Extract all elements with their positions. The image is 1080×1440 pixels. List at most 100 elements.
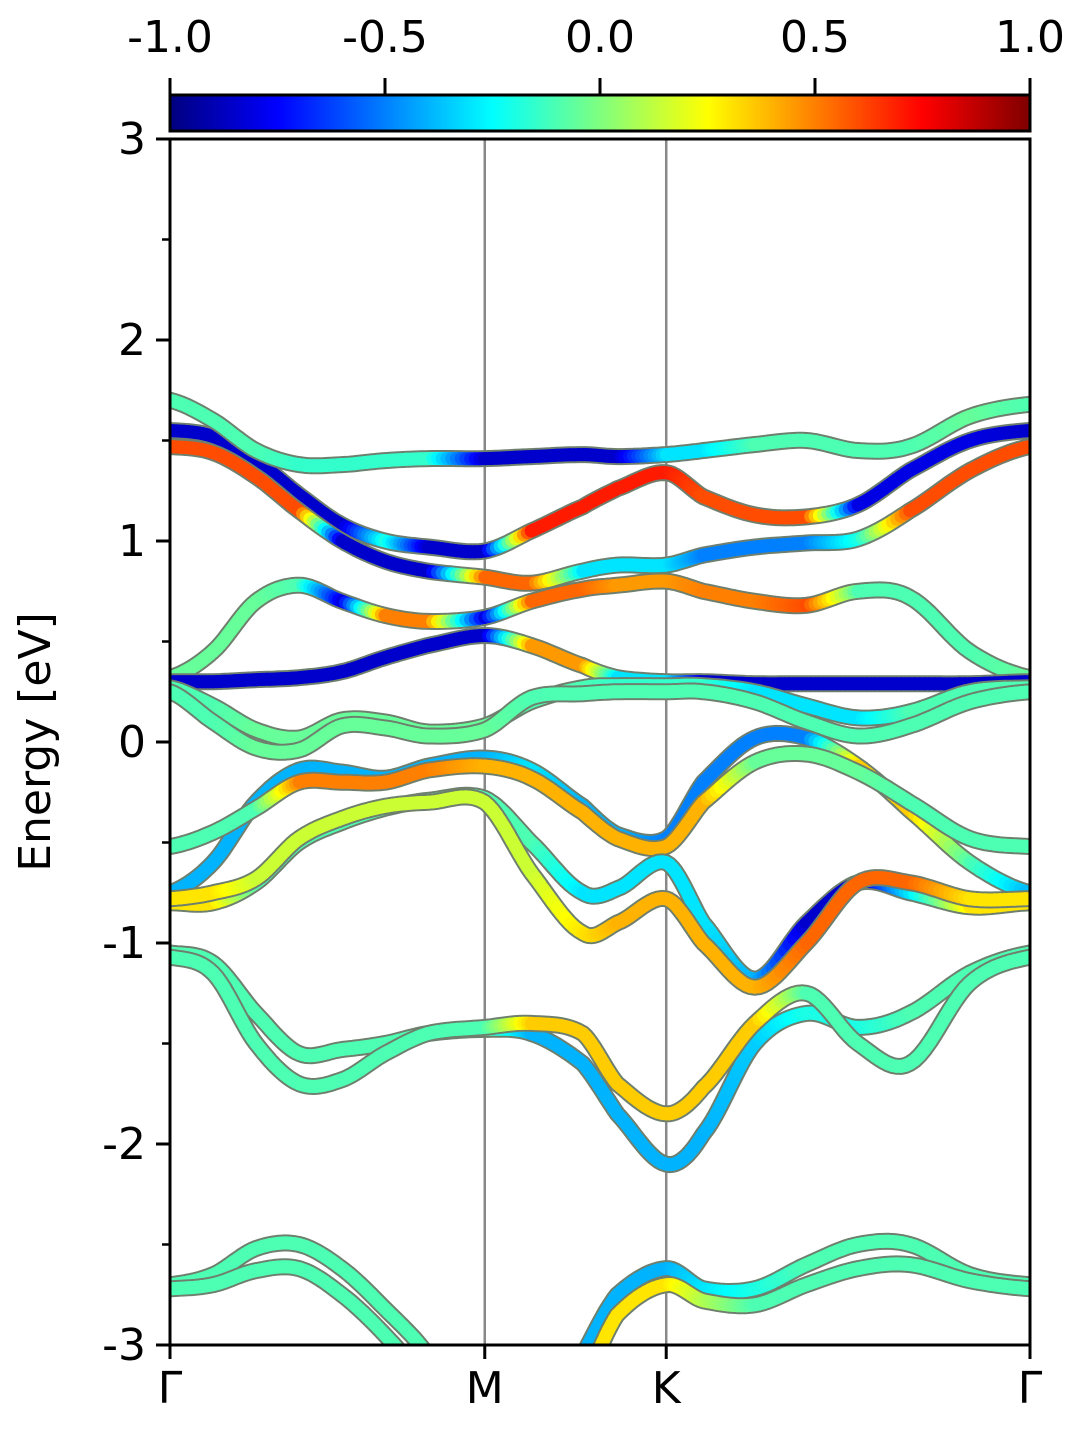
band-segment: [581, 1343, 591, 1345]
band-segment: [583, 1380, 586, 1386]
band-segment: [570, 1367, 574, 1374]
band-segment: [527, 1425, 531, 1428]
band-segment: [396, 1344, 403, 1345]
band-segment: [403, 1355, 407, 1359]
band-segment: [516, 1432, 520, 1433]
colorbar-tick-label: 1.0: [995, 12, 1065, 63]
band-segment: [566, 1374, 570, 1381]
band-segment: [438, 1366, 443, 1372]
band-segment: [579, 1355, 583, 1361]
band-15: [170, 1255, 1030, 1439]
plot-area: 3 2 1 0 -1 -2 -3 Γ M K Γ: [102, 114, 1043, 1439]
band-segment: [548, 1401, 552, 1407]
band-segment: [438, 1395, 443, 1401]
y-axis-ticks: 3 2 1 0 -1 -2 -3: [102, 114, 170, 1371]
band-segment: [579, 1385, 583, 1391]
band-segment: [586, 1374, 589, 1380]
band-5: [170, 627, 1030, 693]
band-13: [170, 948, 1030, 1123]
band-segment: [489, 1428, 493, 1430]
band-segment: [417, 1372, 421, 1376]
band-segment: [389, 1340, 404, 1345]
band-segment: [433, 1360, 438, 1366]
y-tick-label: 3: [118, 114, 146, 165]
colorbar-tick-label: -1.0: [127, 12, 213, 63]
band-1: [170, 422, 1030, 561]
band-segment: [594, 1341, 606, 1345]
x-tick-label: Γ: [158, 1363, 183, 1414]
y-tick-label: -2: [102, 1119, 146, 1170]
band-segment: [557, 1387, 561, 1394]
band-segment: [447, 1407, 452, 1413]
band-3: [170, 391, 1030, 475]
colorbar-tick-label: -0.5: [342, 12, 428, 63]
band-segment: [544, 1430, 548, 1435]
y-tick-label: 1: [118, 516, 146, 567]
band-segment: [512, 1433, 516, 1434]
band-segment: [561, 1380, 565, 1387]
band-segment: [566, 1402, 570, 1408]
band-segment: [475, 1418, 480, 1422]
band-segment: [485, 1425, 489, 1428]
band-segment: [574, 1391, 578, 1397]
band-11: [170, 788, 1030, 996]
band-segment: [461, 1424, 466, 1429]
band-segment: [442, 1373, 447, 1380]
band-segment: [452, 1386, 457, 1393]
colorbar: -1.0 -0.5 0.0 0.5 1.0: [127, 12, 1065, 133]
band-segment: [428, 1385, 433, 1390]
band-segment: [589, 1367, 592, 1373]
band-segment: [414, 1339, 429, 1345]
band-segment: [594, 1355, 597, 1361]
band-2: [170, 438, 1030, 592]
band-segment: [421, 1376, 425, 1381]
band-segment: [553, 1394, 557, 1401]
band-segment: [414, 1367, 418, 1371]
band-segment: [452, 1413, 457, 1419]
band-segment: [447, 1379, 452, 1386]
band-segment: [574, 1361, 578, 1367]
band-segment: [536, 1418, 540, 1422]
band-segment: [456, 1393, 461, 1400]
band-segment: [520, 1430, 524, 1432]
band-9: [170, 745, 1030, 858]
colorbar-tick-label: 0.0: [565, 12, 635, 63]
band-segment: [570, 1397, 574, 1403]
band-7: [170, 682, 1030, 761]
band-segment: [544, 1407, 548, 1413]
y-axis-label: Energy [eV]: [10, 612, 61, 872]
band-segment: [407, 1359, 411, 1363]
band-segment: [471, 1434, 476, 1438]
band-segment: [433, 1390, 438, 1395]
band-segment: [428, 1355, 433, 1360]
y-tick-label: 0: [118, 717, 146, 768]
colorbar-gradient: [168, 93, 1032, 133]
band-segment: [424, 1381, 428, 1386]
band-lines: [170, 391, 1030, 1439]
y-tick-label: -1: [102, 918, 146, 969]
colorbar-ticks: -1.0 -0.5 0.0 0.5 1.0: [127, 12, 1065, 95]
y-tick-label: -3: [102, 1320, 146, 1371]
band-segment: [442, 1401, 447, 1407]
band-segment: [531, 1422, 535, 1425]
x-tick-label: K: [652, 1363, 682, 1414]
colorbar-tick-label: 0.5: [780, 12, 850, 63]
band-segment: [466, 1430, 471, 1435]
band-segment: [500, 1433, 504, 1434]
band-segment: [540, 1413, 544, 1418]
band-segment: [410, 1363, 414, 1367]
band-segment: [493, 1430, 497, 1432]
band-segment: [496, 1432, 500, 1433]
x-tick-label: M: [466, 1363, 504, 1414]
band-segment: [524, 1428, 528, 1430]
y-tick-label: 2: [118, 315, 146, 366]
band-segment: [420, 1343, 429, 1345]
band-segment: [561, 1408, 565, 1414]
band-segment: [540, 1435, 544, 1439]
band-segment: [553, 1420, 557, 1426]
band-segment: [456, 1419, 461, 1425]
x-tick-label: Γ: [1018, 1363, 1043, 1414]
kpoint-dividers: [483, 139, 668, 1345]
